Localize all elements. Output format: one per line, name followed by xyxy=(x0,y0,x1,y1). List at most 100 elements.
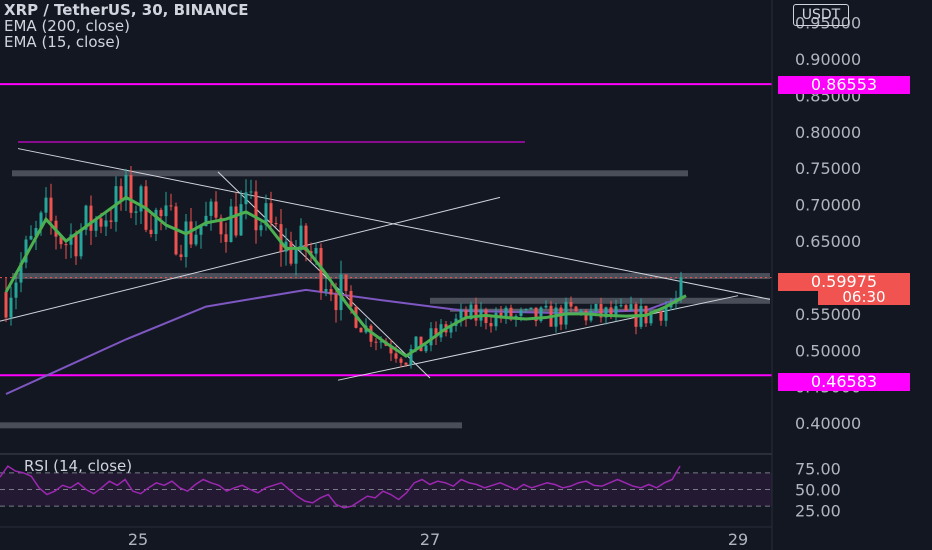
price-tick-label: 0.90000 xyxy=(795,50,861,69)
candle-body xyxy=(189,221,193,245)
candle-body xyxy=(269,203,273,224)
candle-body xyxy=(79,229,83,257)
candle-body xyxy=(29,235,33,240)
candle-body xyxy=(469,304,473,320)
ascending-trendline-right xyxy=(337,295,739,381)
candle-body xyxy=(9,297,13,318)
candle-body xyxy=(259,225,263,231)
candle-body xyxy=(679,277,683,299)
candle-body xyxy=(14,282,18,298)
candle-body xyxy=(134,211,138,213)
candle-body xyxy=(94,218,98,231)
candle-body xyxy=(224,234,228,243)
candle-body xyxy=(509,307,513,320)
candle-body xyxy=(449,325,453,333)
support-price-tag: 0.46583 xyxy=(778,373,910,391)
candle-body xyxy=(624,305,628,311)
candle-body xyxy=(414,336,418,350)
candle-body xyxy=(494,312,498,327)
candle-body xyxy=(179,254,183,258)
candle-body xyxy=(89,205,93,231)
price-tick-label: 0.50000 xyxy=(795,341,861,360)
candle-body xyxy=(239,204,243,236)
rsi-tick-label: 25.00 xyxy=(795,501,841,520)
candle-body xyxy=(569,301,573,307)
candle-body xyxy=(544,305,548,308)
candle-body xyxy=(419,336,423,352)
candle-body xyxy=(119,186,123,201)
candle-body xyxy=(159,209,163,217)
candle-body xyxy=(69,234,73,245)
candle-body xyxy=(334,294,338,311)
candle-body xyxy=(464,310,468,320)
candle-body xyxy=(534,307,538,321)
candle-body xyxy=(599,303,603,318)
candle-body xyxy=(274,223,278,225)
candle-body xyxy=(489,323,493,327)
candle-body xyxy=(194,234,198,245)
candle-body xyxy=(139,186,143,212)
candle-body xyxy=(99,218,103,227)
candle-body xyxy=(109,220,113,222)
candle-body xyxy=(44,197,48,213)
axis-layer: 0.950000.900000.850000.800000.750000.700… xyxy=(0,0,861,550)
candle-body xyxy=(254,191,258,231)
candle-body xyxy=(539,307,543,321)
candle-body xyxy=(459,310,463,319)
candle-body xyxy=(184,221,188,258)
candle-body xyxy=(154,209,158,235)
candle-body xyxy=(604,307,608,318)
candle-body xyxy=(474,304,478,321)
candle-body xyxy=(279,224,283,252)
candle-body xyxy=(169,205,173,207)
candle-body xyxy=(74,234,78,257)
candle-body xyxy=(214,201,218,218)
candle-body xyxy=(574,306,578,312)
price-tick-label: 0.40000 xyxy=(795,414,861,433)
candle-body xyxy=(584,310,588,321)
last-price-tag: 0.59975 xyxy=(778,273,910,291)
rsi-legend: RSI (14, close) xyxy=(24,457,133,475)
candle-body xyxy=(4,292,8,318)
candle-body xyxy=(329,288,333,295)
upper-support-zone xyxy=(430,297,770,304)
candle-body xyxy=(339,274,343,311)
candle-body xyxy=(609,307,613,316)
candle-body xyxy=(129,174,133,213)
candle-body xyxy=(229,206,233,243)
time-tick-label: 27 xyxy=(420,530,440,549)
rsi-band-fill xyxy=(0,472,772,507)
candle-body xyxy=(359,327,363,333)
time-tick-label: 25 xyxy=(128,530,148,549)
candle-body xyxy=(39,212,43,229)
candle-body xyxy=(209,201,213,216)
candle-body xyxy=(594,303,598,311)
candle-body xyxy=(399,358,403,363)
candle-body xyxy=(429,328,433,346)
resistance-price-tag: 0.86553 xyxy=(778,76,910,94)
candle-body xyxy=(204,215,208,227)
horizontal-lines-layer xyxy=(0,83,772,377)
candle-body xyxy=(424,345,428,352)
currency-button[interactable]: USDT xyxy=(793,4,849,26)
candle-body xyxy=(404,362,408,365)
ascending-trendline-left xyxy=(0,196,501,322)
price-tick-label: 0.70000 xyxy=(795,196,861,215)
candle-body xyxy=(374,341,378,343)
candle-body xyxy=(149,229,153,235)
candle-body xyxy=(389,345,393,354)
candle-body xyxy=(349,290,353,307)
candle-body xyxy=(629,304,633,311)
candle-body xyxy=(104,220,108,227)
candle-body xyxy=(324,288,328,292)
candle-body xyxy=(24,239,28,263)
candle-body xyxy=(49,197,53,221)
candle-body xyxy=(64,244,68,246)
candle-body xyxy=(219,217,223,235)
bar-countdown-tag: 06:30 xyxy=(818,289,910,305)
candle-body xyxy=(199,226,203,235)
candle-body xyxy=(314,247,318,254)
candle-body xyxy=(524,309,528,311)
steep-descending-trendline xyxy=(217,171,431,379)
